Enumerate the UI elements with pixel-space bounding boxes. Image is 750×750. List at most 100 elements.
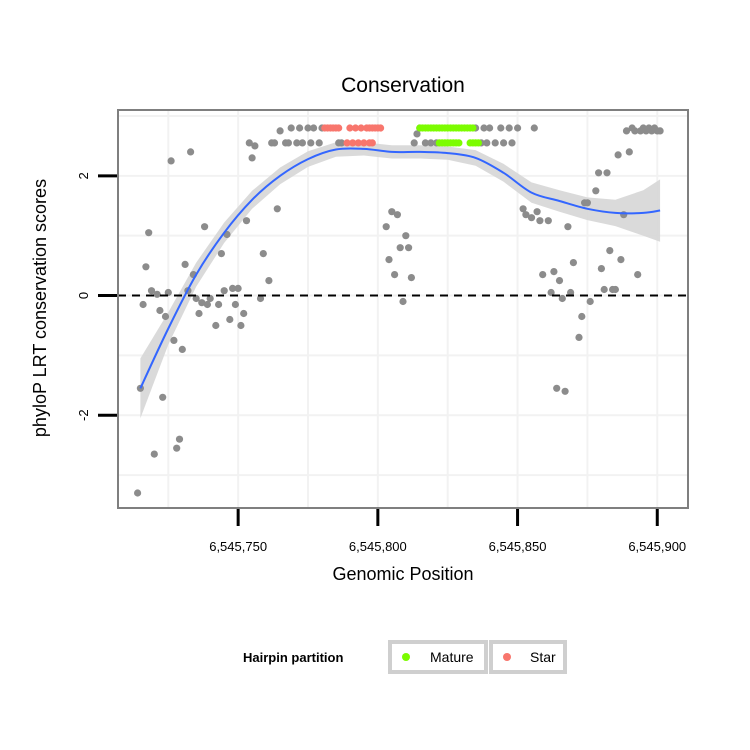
y-tick-label: -2 [76, 409, 91, 421]
data-point-other [519, 205, 527, 213]
data-point-other [656, 127, 664, 135]
data-point-other [175, 435, 184, 443]
data-point-other [237, 321, 245, 330]
data-point-mature [469, 124, 477, 132]
data-point-other [391, 271, 399, 279]
data-point-other [600, 285, 608, 294]
data-point-other [245, 139, 253, 147]
legend-swatch-star [503, 653, 511, 661]
chart-title: Conservation [341, 74, 465, 97]
data-point-other [195, 309, 203, 318]
data-point-other [399, 297, 407, 306]
data-point-other [164, 288, 172, 297]
x-tick-label: 6,545,800 [349, 539, 407, 554]
data-point-other [234, 284, 242, 292]
data-point-other [575, 333, 583, 341]
data-point-other [145, 229, 153, 237]
data-point-other [586, 297, 594, 306]
data-point-other [273, 205, 281, 213]
data-point-other [178, 345, 186, 353]
data-point-other [533, 208, 541, 216]
data-point-star [335, 124, 343, 132]
data-point-other [500, 139, 508, 147]
data-point-other [226, 315, 234, 324]
data-point-other [242, 217, 251, 225]
data-point-other [139, 300, 147, 309]
data-point-other [251, 142, 259, 150]
data-point-other [161, 312, 170, 321]
data-point-other [491, 139, 499, 147]
data-point-other [405, 244, 413, 252]
data-point-other [229, 284, 237, 292]
legend-title: Hairpin partition [243, 650, 343, 665]
data-point-other [337, 139, 346, 147]
data-point-other [203, 300, 211, 309]
data-point-other [217, 250, 225, 258]
data-point-other [421, 139, 429, 147]
plot-panel-background [118, 110, 688, 508]
data-point-star [377, 124, 385, 132]
data-point-other [156, 306, 164, 315]
data-point-other [382, 223, 390, 231]
data-point-other [265, 277, 273, 285]
data-point-other [603, 169, 611, 177]
data-point-other [427, 139, 435, 147]
data-point-other [192, 294, 200, 303]
x-tick-label: 6,545,750 [209, 539, 267, 554]
data-point-star [360, 139, 368, 147]
data-point-star [354, 139, 362, 147]
data-point-other [508, 139, 516, 147]
data-point-other [413, 130, 421, 138]
data-point-other [578, 312, 586, 321]
data-point-other [276, 127, 284, 135]
smooth-line [139, 147, 661, 389]
data-point-other [212, 321, 220, 330]
data-point-other [181, 260, 189, 268]
data-point-other [198, 299, 206, 307]
data-point-other [611, 285, 620, 294]
data-point-star [351, 124, 360, 132]
data-point-other [614, 151, 622, 159]
data-point-other [150, 450, 158, 458]
data-point-star [349, 139, 357, 147]
data-point-other [592, 187, 600, 195]
data-point-other [153, 290, 161, 298]
data-point-other [173, 444, 181, 452]
data-point-other [483, 139, 491, 147]
x-axis-ticks: 6,545,750 6,545,800 6,545,850 6,545,900 [209, 509, 686, 554]
data-point-other [564, 223, 572, 231]
plot-panel-border [117, 109, 689, 509]
data-point-other [567, 288, 575, 297]
data-point-other [550, 268, 558, 276]
data-point-other [547, 288, 555, 297]
data-point-star [346, 124, 354, 132]
data-point-other [134, 489, 142, 497]
data-point-other [304, 124, 312, 132]
data-point-other [555, 277, 564, 285]
smooth-line-layer [139, 147, 661, 389]
data-point-other [270, 139, 279, 147]
data-point-other [256, 294, 265, 303]
data-point-other [597, 265, 606, 273]
data-point-other [407, 274, 415, 282]
data-point-other [201, 223, 209, 231]
data-point-star [343, 139, 351, 147]
data-point-other [634, 271, 642, 279]
data-point-other [558, 294, 566, 303]
data-point-other [595, 169, 603, 177]
data-point-other [293, 139, 301, 147]
data-point-other [553, 384, 561, 392]
data-point-other [544, 217, 552, 225]
data-point-other [522, 211, 530, 219]
data-point-other [561, 387, 569, 395]
data-point-other [505, 124, 513, 132]
data-point-other [539, 271, 547, 279]
data-point-other [388, 208, 396, 216]
data-point-star [368, 139, 376, 147]
y-axis-title: phyloP LRT conservation scores [30, 179, 50, 437]
data-point-other [287, 124, 295, 132]
legend-label-mature: Mature [430, 649, 474, 665]
data-point-other [396, 244, 404, 252]
data-point-other [159, 393, 167, 401]
data-point-other [393, 211, 401, 219]
